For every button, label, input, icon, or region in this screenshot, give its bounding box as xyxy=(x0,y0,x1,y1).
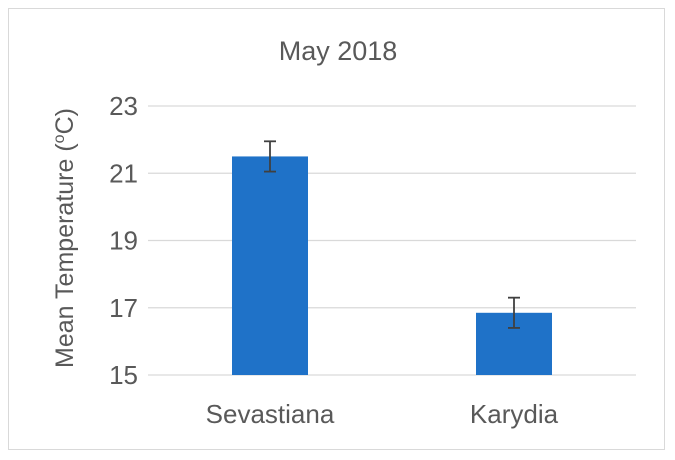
x-tick-label-sevastiana: Sevastiana xyxy=(206,399,335,429)
error-bars xyxy=(264,140,520,329)
y-tick-label-19: 19 xyxy=(109,226,138,256)
y-axis-label-main: Mean Temperature ( xyxy=(51,143,79,368)
x-tick-label-karydia: Karydia xyxy=(470,399,559,429)
chart-title: May 2018 xyxy=(279,36,398,66)
y-axis-label-superscript: o xyxy=(51,134,68,143)
y-tick-label-21: 21 xyxy=(109,158,138,188)
x-tick-labels: Sevastiana Karydia xyxy=(206,399,559,429)
bar-sevastiana xyxy=(232,156,308,375)
y-tick-label-15: 15 xyxy=(109,360,138,390)
bars xyxy=(232,156,552,375)
y-tick-labels: 15 17 19 21 23 xyxy=(109,91,138,390)
y-tick-label-17: 17 xyxy=(109,293,138,323)
y-axis-label: Mean Temperature (oC) xyxy=(51,108,79,368)
gridlines xyxy=(148,105,636,376)
y-tick-label-23: 23 xyxy=(109,91,138,121)
y-axis-label-suffix: C) xyxy=(51,108,79,134)
chart-frame xyxy=(8,8,665,450)
